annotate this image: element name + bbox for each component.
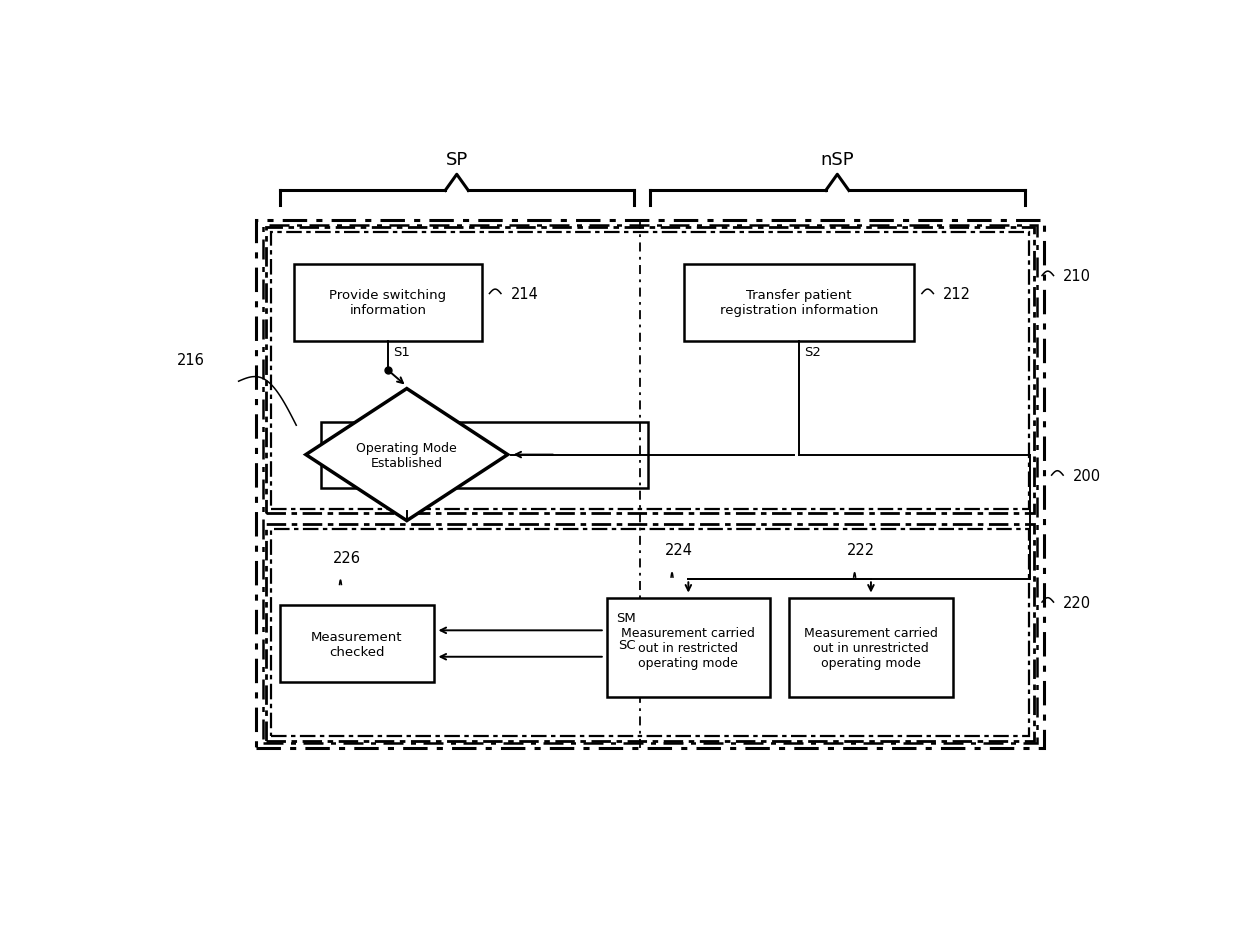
Bar — [272, 232, 1028, 509]
Text: 222: 222 — [847, 543, 875, 558]
Bar — [255, 221, 1044, 748]
Text: SM: SM — [616, 612, 635, 625]
Text: SP: SP — [445, 151, 467, 169]
Bar — [265, 525, 1034, 741]
Bar — [263, 226, 1037, 744]
Bar — [606, 598, 770, 697]
Bar — [265, 228, 1034, 514]
Text: Measurement carried
out in unrestricted
operating mode: Measurement carried out in unrestricted … — [804, 626, 937, 669]
Text: S2: S2 — [804, 346, 821, 358]
Text: 210: 210 — [1063, 268, 1091, 284]
Polygon shape — [306, 389, 507, 521]
Text: SC: SC — [618, 638, 635, 651]
Text: 220: 220 — [1063, 595, 1091, 610]
Text: nSP: nSP — [821, 151, 854, 169]
Text: Measurement
checked: Measurement checked — [311, 630, 403, 658]
Text: 226: 226 — [334, 550, 361, 565]
Text: 224: 224 — [665, 543, 693, 558]
Text: 212: 212 — [944, 287, 971, 302]
Text: 200: 200 — [1073, 468, 1101, 483]
Bar — [294, 265, 481, 342]
Text: Transfer patient
registration information: Transfer patient registration informatio… — [719, 289, 878, 317]
Text: 214: 214 — [511, 287, 538, 302]
Text: S1: S1 — [393, 346, 409, 358]
Bar — [272, 529, 1028, 737]
Text: Operating Mode
Established: Operating Mode Established — [356, 441, 458, 469]
Text: Provide switching
information: Provide switching information — [330, 289, 446, 317]
Bar — [280, 605, 434, 683]
Bar — [789, 598, 952, 697]
Text: Measurement carried
out in restricted
operating mode: Measurement carried out in restricted op… — [621, 626, 755, 669]
Text: 216: 216 — [176, 352, 205, 367]
Bar — [683, 265, 914, 342]
Bar — [321, 422, 649, 488]
